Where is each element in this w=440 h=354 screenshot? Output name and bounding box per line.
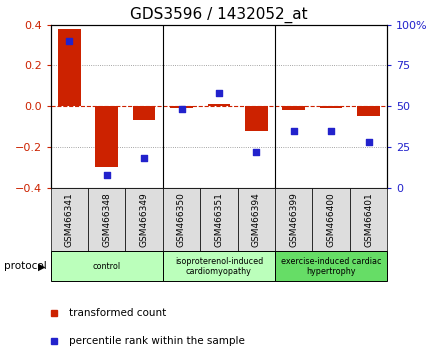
Text: ▶: ▶ [38,261,46,272]
Point [327,128,335,133]
Bar [350,188,387,251]
Bar [58,29,81,106]
Bar [133,106,155,120]
Bar [245,106,268,131]
Point [290,128,297,133]
Point [141,155,148,161]
Text: protocol: protocol [4,261,47,272]
Text: GSM466401: GSM466401 [364,192,373,247]
Text: GSM466400: GSM466400 [326,192,336,247]
Text: percentile rank within the sample: percentile rank within the sample [69,336,245,346]
Bar [163,251,275,281]
Bar [320,106,342,108]
Bar [163,188,200,251]
Bar [208,104,230,106]
Point [253,149,260,155]
Bar [88,188,125,251]
Bar [275,188,312,251]
Point [216,90,222,96]
Title: GDS3596 / 1432052_at: GDS3596 / 1432052_at [130,7,308,23]
Text: GSM466348: GSM466348 [102,192,111,247]
Text: transformed count: transformed count [69,308,166,318]
Text: GSM466399: GSM466399 [289,192,298,247]
Bar [238,188,275,251]
Bar [200,188,238,251]
Text: GSM466350: GSM466350 [177,192,186,247]
Bar [51,188,88,251]
Point [66,38,73,44]
Text: isoproterenol-induced
cardiomyopathy: isoproterenol-induced cardiomyopathy [175,257,263,276]
Bar [95,106,118,167]
Point [178,107,185,112]
Bar [125,188,163,251]
Bar [170,106,193,108]
Bar [357,106,380,116]
Text: exercise-induced cardiac
hypertrophy: exercise-induced cardiac hypertrophy [281,257,381,276]
Bar [282,106,305,110]
Point [365,139,372,145]
Bar [51,251,163,281]
Text: control: control [93,262,121,271]
Point [103,172,110,177]
Bar [275,251,387,281]
Text: GSM466349: GSM466349 [139,192,149,247]
Bar [312,188,350,251]
Text: GSM466341: GSM466341 [65,192,74,247]
Text: GSM466394: GSM466394 [252,192,261,247]
Text: GSM466351: GSM466351 [214,192,224,247]
